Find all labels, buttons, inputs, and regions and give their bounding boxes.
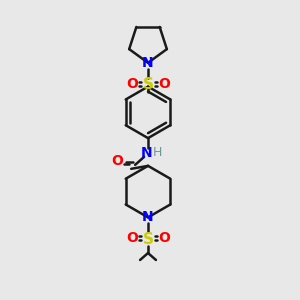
Text: O: O [158, 76, 170, 91]
Text: N: N [142, 210, 154, 224]
Text: O: O [158, 231, 170, 245]
Text: S: S [142, 232, 154, 247]
Text: O: O [111, 154, 123, 168]
Text: S: S [142, 77, 154, 92]
Text: O: O [126, 231, 138, 245]
Text: H: H [153, 146, 163, 160]
Text: O: O [126, 76, 138, 91]
Text: N: N [142, 56, 154, 70]
Text: N: N [141, 146, 153, 160]
